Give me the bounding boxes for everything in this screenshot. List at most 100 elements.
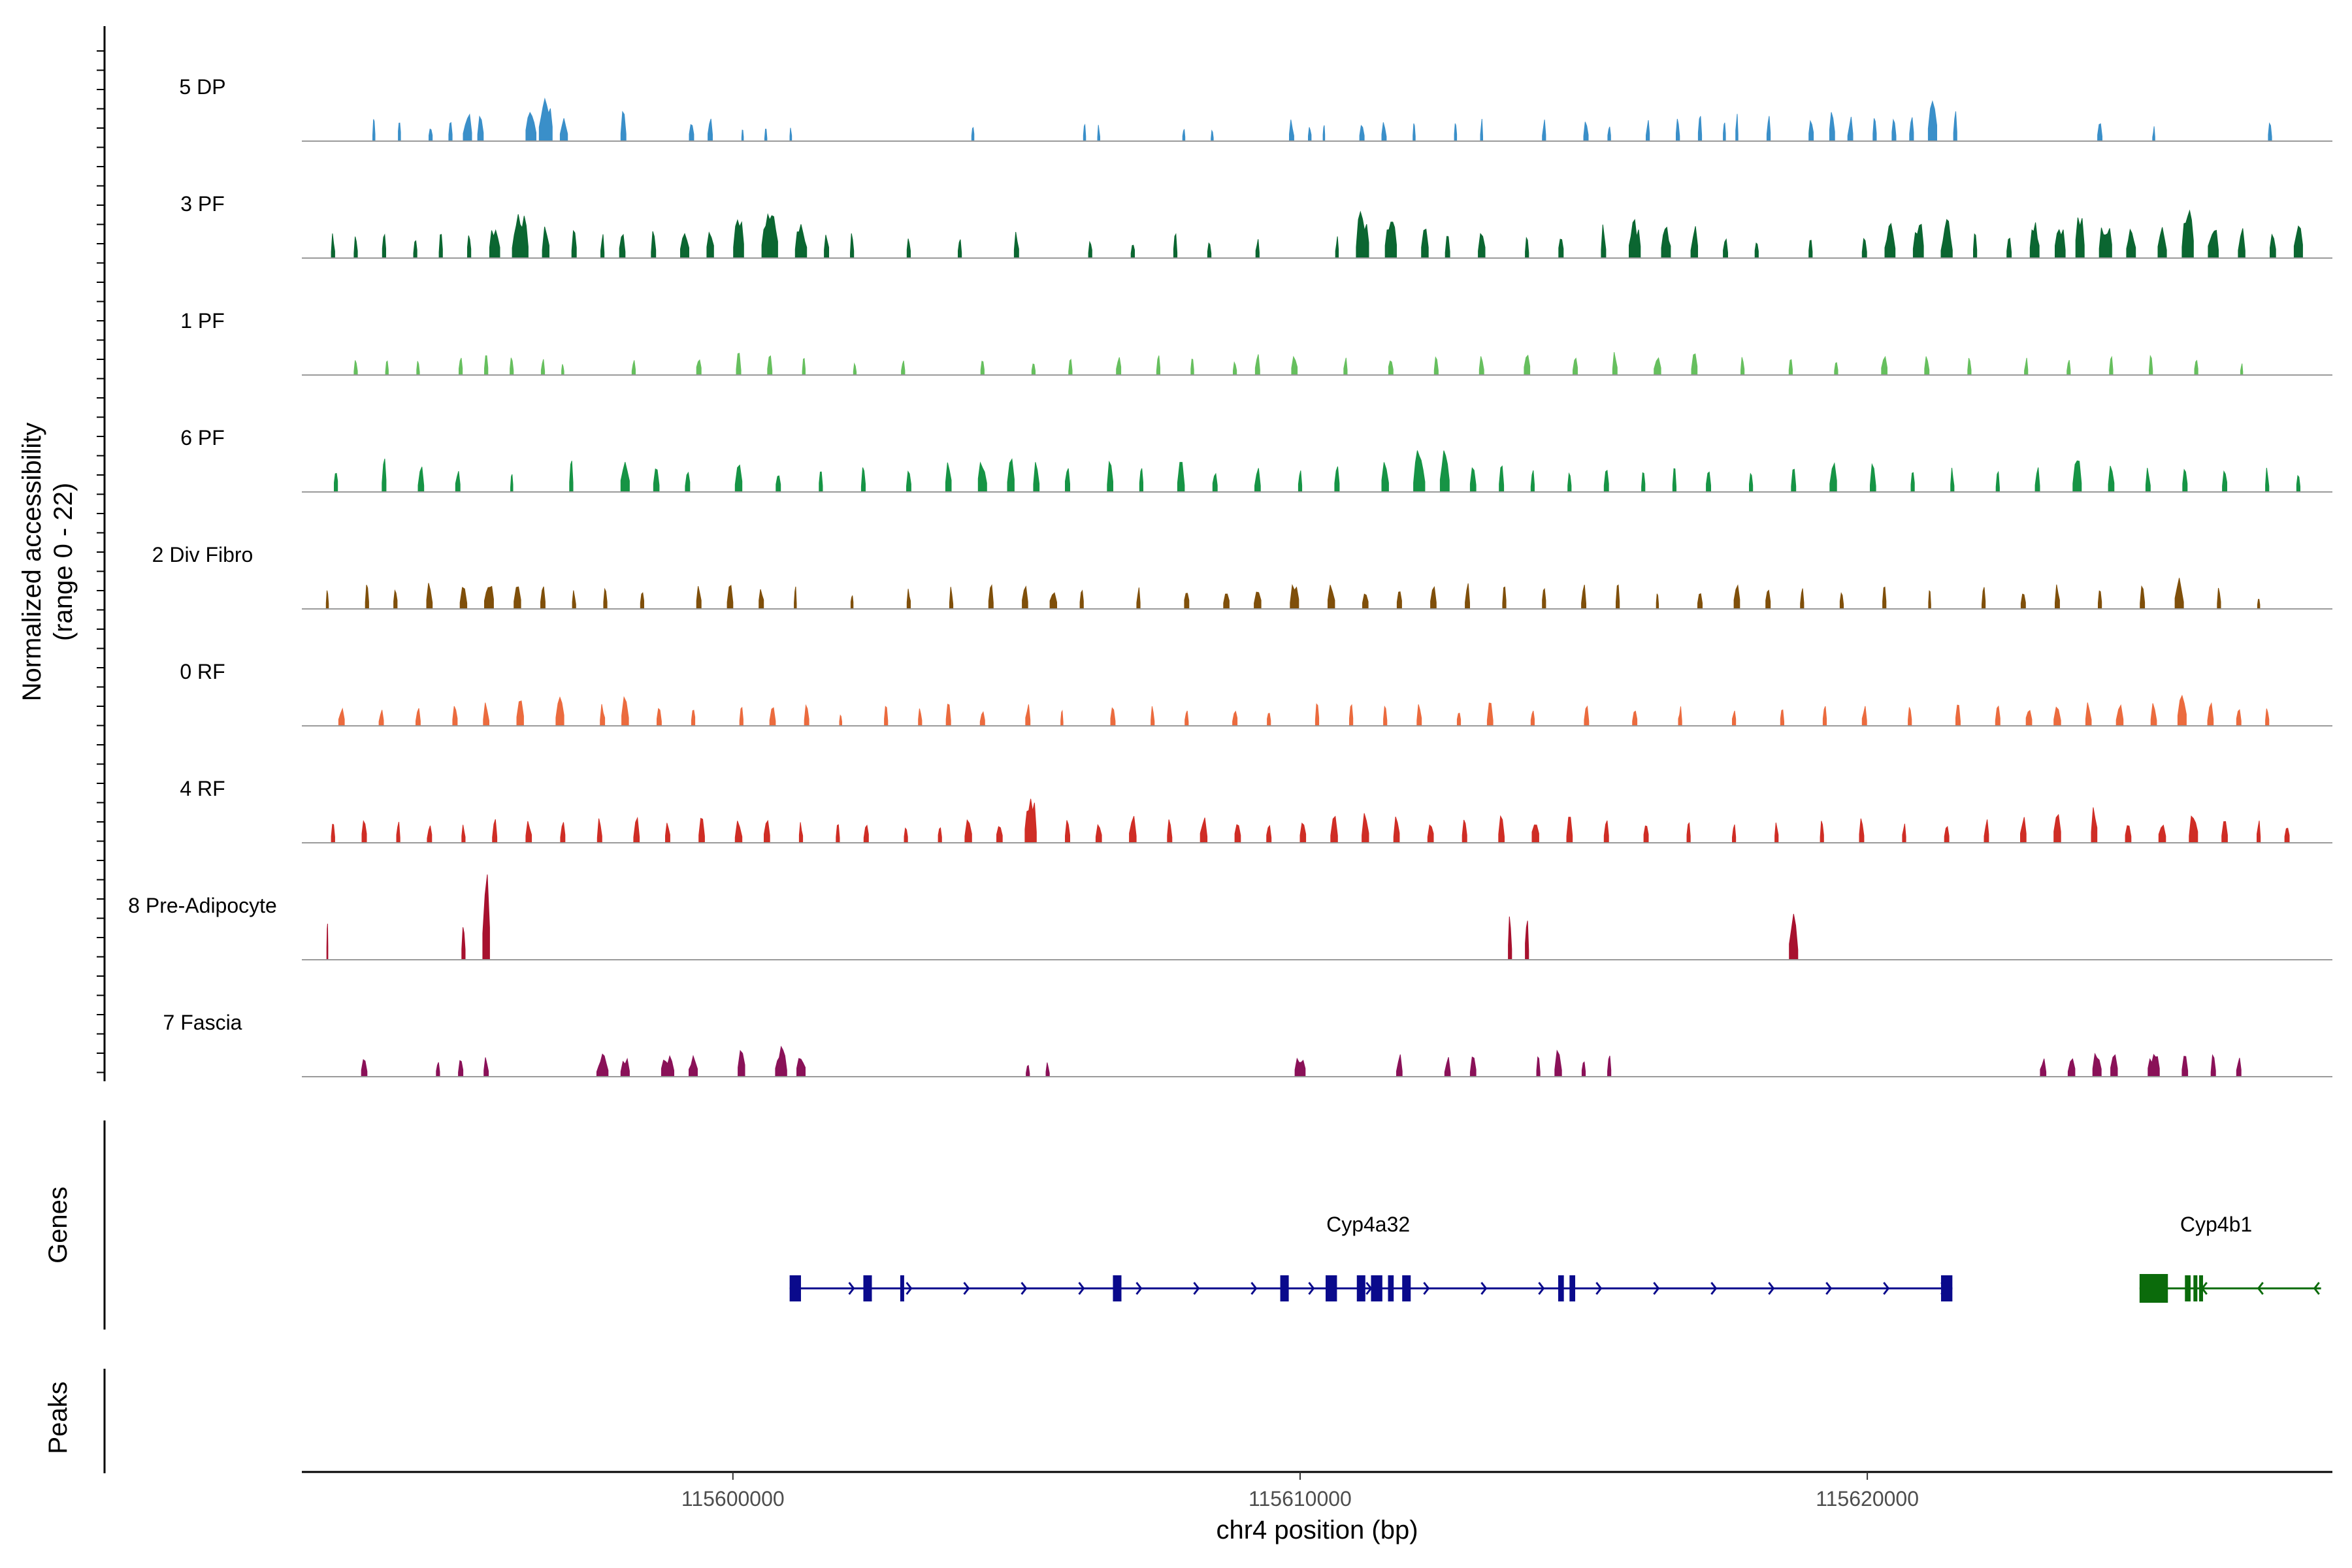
signal-peak: [1025, 704, 1031, 727]
signal-peak: [1646, 120, 1650, 142]
x-tick-label: 115620000: [1816, 1487, 1919, 1511]
signal-peak: [1910, 472, 1915, 493]
signal-peak: [1525, 921, 1529, 960]
signal-peak: [1912, 223, 1924, 259]
signal-peak: [1068, 359, 1073, 376]
signal-peak: [467, 235, 472, 259]
exon: [1371, 1275, 1382, 1301]
signal-peak: [739, 706, 743, 727]
signal-peak: [1322, 125, 1326, 142]
signal-peak: [1212, 472, 1218, 493]
signal-peak: [850, 233, 855, 259]
signal-peak: [836, 824, 840, 843]
signal-peak: [977, 461, 987, 493]
signal-peak: [1967, 357, 1972, 376]
signal-peak: [1007, 458, 1015, 493]
signal-peak: [1995, 705, 2001, 727]
signal-peak: [1566, 817, 1573, 843]
signal-peak: [398, 122, 401, 142]
signal-peak: [2034, 467, 2040, 493]
exon: [789, 1275, 801, 1301]
signal-peak: [958, 239, 962, 259]
signal-peak: [2236, 709, 2242, 727]
signal-peak: [1502, 586, 1507, 610]
signal-peak: [1558, 238, 1564, 259]
exon: [1356, 1275, 1365, 1301]
exon: [1388, 1275, 1394, 1301]
signal-peak: [850, 595, 854, 610]
gene-annotations: Cyp4a32 Cyp4b1: [789, 1213, 2321, 1303]
signal-peak: [436, 1062, 440, 1077]
signal-peak: [1686, 822, 1691, 843]
signal-peak: [1607, 126, 1611, 142]
signal-peak: [1116, 357, 1122, 376]
signal-peak: [1024, 798, 1037, 843]
signal-peak: [1130, 244, 1135, 259]
signal-peak: [1554, 1049, 1562, 1077]
signal-peak: [1136, 587, 1141, 610]
signal-peak: [1416, 704, 1422, 727]
signal-peak: [1413, 123, 1416, 142]
signal-peak: [996, 826, 1003, 843]
signal-peak: [1765, 589, 1771, 610]
signal-peak: [689, 123, 694, 142]
signal-peak: [2157, 227, 2167, 259]
signal-peak: [1800, 588, 1805, 610]
signal-peak: [326, 923, 329, 960]
signal-peak: [2020, 593, 2026, 610]
signal-peak: [596, 818, 602, 843]
signal-peak: [2055, 584, 2060, 610]
signal-peak: [1691, 353, 1698, 376]
signal-peak: [2158, 825, 2166, 843]
signal-peak: [538, 97, 553, 142]
signal-peak: [1362, 813, 1369, 843]
signal-peak: [738, 1050, 745, 1077]
signal-peak: [1928, 590, 1931, 610]
signal-peak: [1045, 1062, 1050, 1077]
signal-peak: [2265, 708, 2270, 727]
signal-peak: [764, 819, 770, 843]
strand-arrow: [1710, 1282, 1718, 1295]
signal-peak: [736, 353, 742, 376]
signal-peak: [698, 817, 705, 843]
track-label: 7 Fascia: [163, 1011, 242, 1034]
signal-peak: [764, 129, 768, 142]
signal-peak: [1445, 236, 1450, 259]
signal-peak: [2257, 598, 2261, 610]
signal-peak: [1033, 462, 1040, 493]
x-axis-label: chr4 position (bp): [1216, 1516, 1418, 1544]
signal-peak: [1870, 463, 1876, 493]
signal-peak: [1953, 111, 1957, 142]
signal-peak: [483, 1057, 489, 1077]
signal-peak: [361, 820, 367, 843]
signal-peak: [1789, 913, 1799, 960]
signal-peak: [393, 589, 398, 610]
signal-peak: [1177, 462, 1185, 493]
strand-arrow: [1193, 1282, 1200, 1295]
signal-peak: [2099, 227, 2112, 259]
track-label: 8 Pre-Adipocyte: [128, 894, 277, 917]
signal-peak: [1139, 468, 1143, 493]
signal-peak: [1542, 120, 1546, 142]
signal-peak: [1211, 129, 1214, 142]
signal-peak: [1808, 240, 1813, 259]
signal-peak: [385, 360, 389, 376]
signal-peak: [794, 224, 808, 259]
signal-peak: [1654, 357, 1661, 376]
signal-peak: [1808, 120, 1814, 142]
strand-arrow: [1250, 1282, 1258, 1295]
strand-arrow: [1021, 1282, 1028, 1295]
signal-peak: [1740, 357, 1745, 376]
signal-peak: [631, 360, 636, 376]
signal-peak: [2152, 126, 2155, 142]
signal-peak: [1413, 450, 1426, 493]
strand-arrow: [1308, 1282, 1315, 1295]
signal-peak: [802, 357, 806, 376]
strand-arrow: [2313, 1282, 2320, 1295]
strand-arrow: [1480, 1282, 1488, 1295]
signal-peak: [1766, 116, 1771, 142]
signal-peak: [1531, 825, 1539, 843]
signal-peak: [1676, 118, 1680, 142]
signal-peak: [2240, 363, 2244, 376]
track-8-pre-adipocyte: 8 Pre-Adipocyte: [128, 874, 2332, 960]
